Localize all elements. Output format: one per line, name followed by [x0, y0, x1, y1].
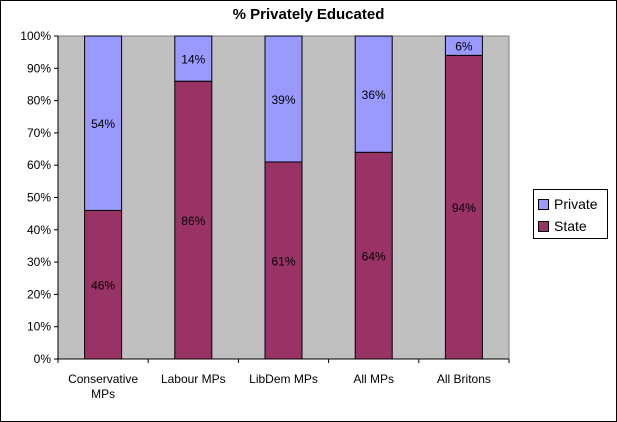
bar-state: [354, 151, 393, 360]
x-tick-label: All MPs: [353, 372, 394, 386]
x-tick-label: LibDem MPs: [249, 372, 318, 386]
data-label-state: 94%: [452, 201, 476, 215]
y-tick-label: 30%: [27, 255, 51, 269]
x-tick-label: Labour MPs: [161, 372, 226, 386]
data-label-private: 39%: [271, 93, 295, 107]
y-tick-label: 20%: [27, 287, 51, 301]
bar-private: [84, 35, 123, 211]
legend: Private State: [533, 189, 608, 239]
y-tick-label: 60%: [27, 158, 51, 172]
bar-private: [174, 35, 213, 82]
y-tick-label: 10%: [27, 320, 51, 334]
bar-private: [264, 35, 303, 163]
legend-swatch-private: [538, 198, 549, 210]
data-label-private: 6%: [455, 40, 473, 54]
data-label-private: 14%: [181, 53, 205, 67]
data-label-state: 61%: [271, 254, 295, 268]
data-label-state: 46%: [91, 279, 115, 293]
y-tick-label: 50%: [27, 191, 51, 205]
y-tick-label: 80%: [27, 94, 51, 108]
x-tick-label: All Britons: [437, 372, 491, 386]
bar-state: [84, 209, 123, 360]
y-tick-label: 70%: [27, 126, 51, 140]
chart-title: % Privately Educated: [232, 6, 385, 23]
legend-swatch-state: [538, 220, 549, 232]
x-tick-label: MPs: [91, 387, 115, 401]
data-label-state: 86%: [181, 214, 205, 228]
data-label-state: 64%: [362, 250, 386, 264]
bar-private: [444, 35, 483, 56]
y-tick-label: 90%: [27, 61, 51, 75]
data-label-private: 36%: [362, 88, 386, 102]
bar-state: [444, 54, 483, 360]
x-tick-label: Conservative: [68, 372, 138, 386]
y-tick-label: 40%: [27, 223, 51, 237]
bar-private: [354, 35, 393, 153]
legend-label-private: Private: [554, 196, 598, 212]
y-tick-label: 0%: [34, 352, 52, 366]
bar-state: [174, 80, 213, 360]
legend-label-state: State: [554, 218, 587, 234]
legend-item-state: State: [538, 215, 603, 237]
y-tick-label: 100%: [20, 29, 51, 43]
legend-item-private: Private: [538, 193, 603, 215]
data-label-private: 54%: [91, 117, 115, 131]
